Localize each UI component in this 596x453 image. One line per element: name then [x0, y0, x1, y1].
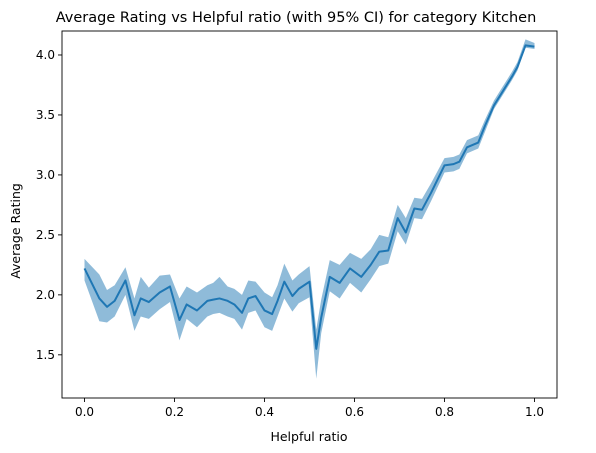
y-axis: 1.5 2.0 2.5 3.0 3.5 4.0	[36, 48, 62, 362]
plot-area	[83, 39, 535, 379]
x-tick-label: 0.8	[435, 405, 454, 419]
series-line	[83, 44, 535, 350]
x-tick-label: 0.2	[165, 405, 184, 419]
y-axis-label: Average Rating	[8, 183, 23, 279]
x-tick-label: 0.6	[345, 405, 364, 419]
confidence-band	[84, 39, 535, 379]
x-axis: 0.0 0.2 0.4 0.6 0.8 1.0	[75, 398, 544, 419]
y-tick-label: 1.5	[36, 348, 55, 362]
x-tick-label: 0.4	[255, 405, 274, 419]
y-tick-label: 4.0	[36, 48, 55, 62]
y-tick-label: 3.5	[36, 108, 55, 122]
x-tick-label: 0.0	[75, 405, 94, 419]
chart-title: Average Rating vs Helpful ratio (with 95…	[56, 10, 537, 26]
x-axis-label: Helpful ratio	[270, 429, 347, 444]
axes-frame	[61, 30, 558, 399]
y-tick-label: 3.0	[36, 168, 55, 182]
y-tick-label: 2.5	[36, 228, 55, 242]
y-tick-label: 2.0	[36, 288, 55, 302]
x-tick-label: 1.0	[525, 405, 544, 419]
